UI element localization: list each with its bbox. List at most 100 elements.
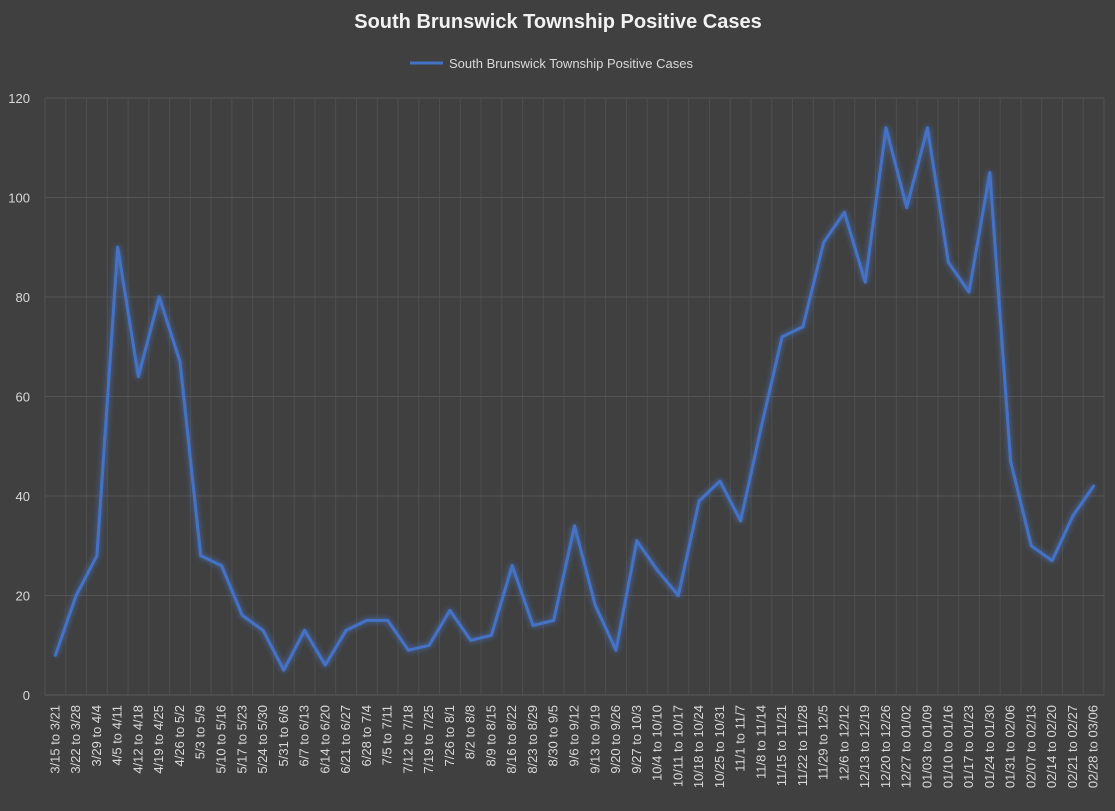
y-tick-label: 20 (16, 589, 30, 604)
data-point (1029, 544, 1033, 548)
data-point (469, 638, 473, 642)
data-point (303, 628, 307, 632)
x-tick-label: 8/9 to 8/15 (483, 705, 498, 766)
y-tick-label: 80 (16, 290, 30, 305)
data-point (863, 280, 867, 284)
data-point (1071, 514, 1075, 518)
x-tick-label: 01/03 to 01/09 (920, 705, 935, 788)
x-tick-label: 4/19 to 4/25 (151, 705, 166, 774)
x-tick-label: 01/24 to 01/30 (982, 705, 997, 788)
data-point (53, 653, 57, 657)
data-point (759, 424, 763, 428)
x-tick-label: 9/13 to 9/19 (587, 705, 602, 774)
data-point (448, 608, 452, 612)
x-tick-label: 3/22 to 3/28 (68, 705, 83, 774)
data-point (988, 171, 992, 175)
data-point (1050, 559, 1054, 563)
data-point (552, 618, 556, 622)
x-tick-label: 9/6 to 9/12 (567, 705, 582, 766)
x-tick-label: 12/20 to 12/26 (878, 705, 893, 788)
data-point (884, 126, 888, 130)
data-point (739, 519, 743, 523)
data-point (406, 648, 410, 652)
x-tick-label: 6/21 to 6/27 (338, 705, 353, 774)
data-point (240, 613, 244, 617)
x-tick-label: 8/16 to 8/22 (504, 705, 519, 774)
data-point (365, 618, 369, 622)
x-tick-label: 11/15 to 11/21 (774, 705, 789, 786)
x-tick-label: 02/07 to 02/13 (1023, 705, 1038, 788)
x-tick-label: 6/28 to 7/4 (359, 705, 374, 766)
data-point (676, 594, 680, 597)
data-point (593, 603, 597, 607)
data-point (967, 290, 971, 294)
y-tick-label: 40 (16, 489, 30, 504)
x-tick-label: 9/20 to 9/26 (608, 705, 623, 774)
y-tick-label: 100 (8, 191, 30, 206)
x-tick-label: 3/15 to 3/21 (47, 705, 62, 774)
data-point (323, 663, 327, 667)
legend: South Brunswick Township Positive Cases (410, 56, 693, 71)
data-point (573, 524, 576, 528)
x-tick-label: 8/2 to 8/8 (463, 705, 478, 759)
x-tick-label: 7/26 to 8/1 (442, 705, 457, 766)
x-tick-label: 02/28 to 03/06 (1086, 705, 1101, 788)
x-tick-label: 5/24 to 5/30 (255, 705, 270, 774)
x-tick-label: 11/8 to 11/14 (753, 705, 768, 779)
x-tick-label: 02/14 to 02/20 (1044, 705, 1059, 788)
x-tick-label: 8/30 to 9/5 (546, 705, 561, 766)
x-tick-label: 10/25 to 10/31 (712, 705, 727, 788)
x-tick-label: 4/12 to 4/18 (130, 705, 145, 774)
x-tick-label: 4/5 to 4/11 (110, 705, 125, 765)
data-point (1009, 459, 1013, 463)
x-tick-label: 10/11 to 10/17 (670, 705, 685, 787)
x-tick-label: 12/27 to 01/02 (899, 705, 914, 788)
x-tick-label: 6/7 to 6/13 (297, 705, 312, 766)
x-tick-label: 5/31 to 6/6 (276, 705, 291, 766)
x-tick-label: 12/6 to 12/12 (836, 705, 851, 781)
data-point (946, 260, 950, 264)
data-point (780, 335, 784, 339)
data-point (1092, 484, 1096, 488)
data-point (489, 633, 493, 637)
data-point (531, 623, 535, 627)
data-point (344, 628, 348, 632)
data-point (282, 668, 286, 672)
x-tick-label: 11/1 to 11/7 (733, 705, 748, 772)
x-tick-label: 11/29 to 12/5 (816, 705, 831, 780)
x-tick-label: 02/21 to 02/27 (1065, 705, 1080, 788)
x-tick-label: 01/31 to 02/06 (1003, 705, 1018, 788)
data-point (199, 554, 203, 558)
legend-label: South Brunswick Township Positive Cases (449, 56, 693, 71)
data-point (220, 564, 223, 568)
data-point (74, 594, 78, 597)
data-point (656, 569, 660, 573)
data-point (386, 618, 390, 622)
x-tick-label: 7/5 to 7/11 (380, 705, 395, 765)
x-tick-label: 3/29 to 4/4 (89, 705, 104, 766)
x-tick-label: 11/22 to 11/28 (795, 705, 810, 786)
data-point (136, 375, 140, 379)
data-point (926, 126, 929, 130)
x-tick-label: 5/10 to 5/16 (214, 705, 229, 774)
data-point (635, 539, 639, 543)
data-point (116, 245, 120, 249)
data-point (614, 648, 618, 652)
x-tick-label: 8/23 to 8/29 (525, 705, 540, 774)
data-point (261, 628, 265, 632)
data-point (427, 643, 431, 647)
x-tick-label: 7/19 to 7/25 (421, 705, 436, 774)
y-tick-label: 0 (23, 688, 30, 703)
y-tick-label: 60 (16, 390, 30, 405)
data-point (510, 564, 514, 568)
data-point (822, 240, 826, 244)
x-tick-label: 10/4 to 10/10 (650, 705, 665, 781)
x-tick-label: 5/17 to 5/23 (234, 705, 249, 774)
x-tick-label: 01/10 to 01/16 (940, 705, 955, 788)
data-point (157, 295, 161, 299)
x-tick-label: 4/26 to 5/2 (172, 705, 187, 766)
x-tick-label: 5/3 to 5/9 (193, 705, 208, 759)
x-tick-label: 7/12 to 7/18 (400, 705, 415, 774)
data-point (95, 554, 99, 558)
